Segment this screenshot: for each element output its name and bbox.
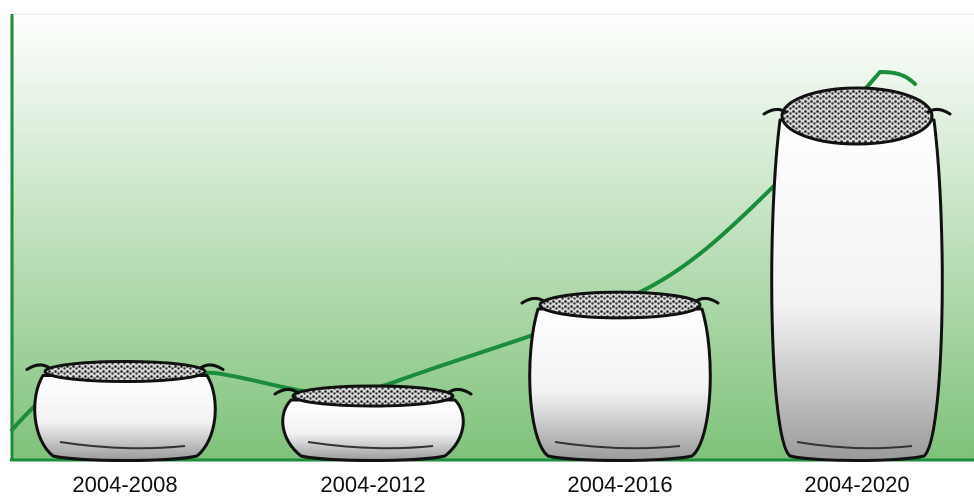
sack-opening	[291, 384, 455, 408]
x-tick-label: 2004-2008	[72, 472, 177, 497]
sack-opening	[43, 360, 207, 383]
sack	[520, 290, 720, 462]
x-tick-label: 2004-2016	[567, 472, 672, 497]
x-tick-label: 2004-2020	[804, 472, 909, 497]
sack-lip	[762, 107, 952, 116]
sack-body	[770, 118, 944, 462]
sack-body	[528, 307, 712, 462]
sack-lip	[520, 296, 720, 305]
sack-fold	[307, 441, 434, 450]
x-tick-label: 2004-2012	[320, 472, 425, 497]
sack	[273, 384, 473, 462]
sack-opening	[780, 86, 934, 146]
sacks	[25, 86, 952, 462]
sack	[762, 86, 952, 462]
sack-body	[281, 398, 465, 462]
sack-opening	[538, 290, 702, 320]
sack-lip	[273, 387, 473, 396]
sack-fold	[796, 441, 913, 450]
sack-fold	[554, 441, 681, 450]
sack	[25, 360, 225, 462]
sack-lip	[25, 363, 225, 371]
sack-fold	[59, 441, 186, 450]
sack-body	[33, 374, 217, 462]
